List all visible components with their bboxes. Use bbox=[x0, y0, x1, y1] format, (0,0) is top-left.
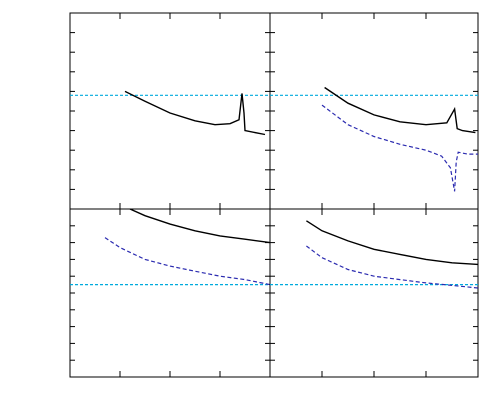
panel-top-left bbox=[69, 12, 271, 210]
panel-bottom-right bbox=[269, 208, 479, 378]
axes-frame bbox=[269, 12, 479, 210]
series-line-solid bbox=[129, 208, 271, 244]
series-line-solid bbox=[306, 220, 479, 266]
panel-top-right bbox=[269, 12, 479, 210]
series-line-dashed bbox=[321, 104, 478, 192]
axes-frame bbox=[69, 208, 271, 378]
series-line-dashed bbox=[306, 245, 479, 289]
series-line-solid bbox=[324, 86, 476, 134]
panel-bottom-left bbox=[69, 208, 271, 378]
series-line-solid bbox=[124, 90, 266, 136]
axes-frame bbox=[269, 208, 479, 378]
series-line-dashed bbox=[104, 237, 271, 286]
